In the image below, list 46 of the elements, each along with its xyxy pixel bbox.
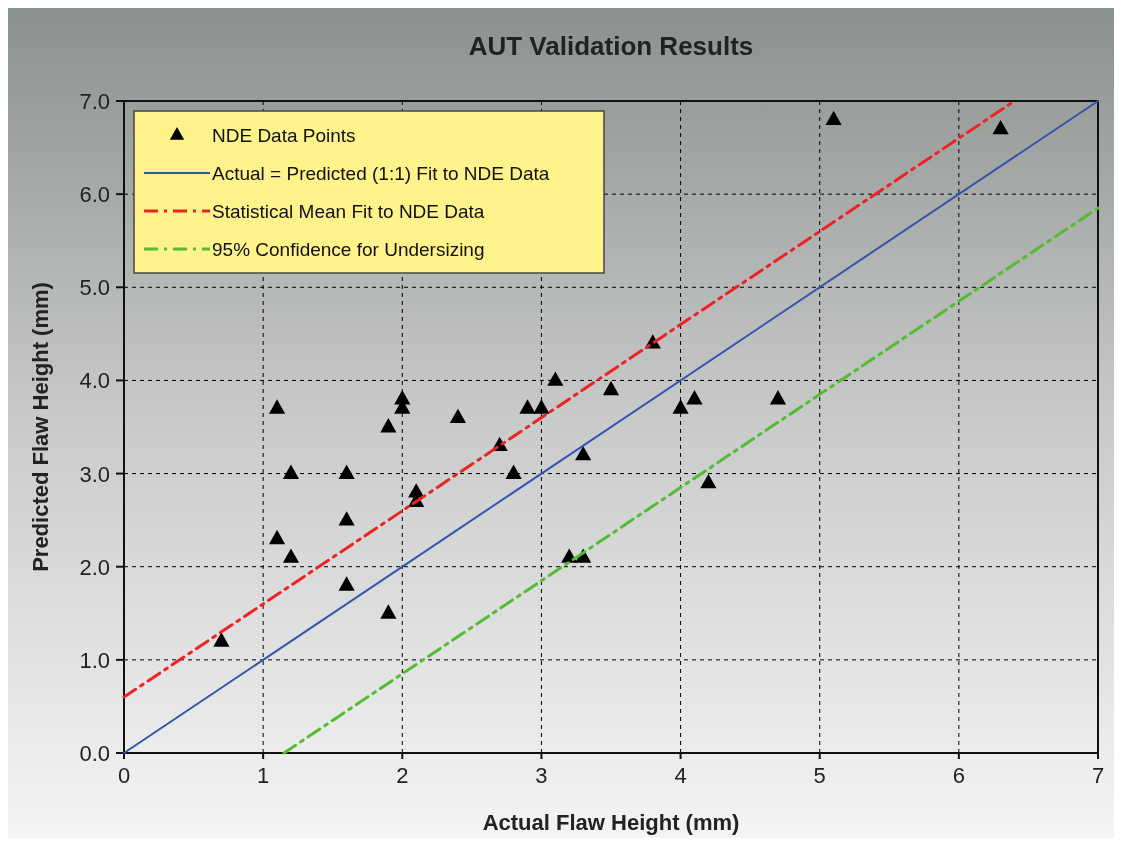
x-tick-label: 7 <box>1091 763 1105 788</box>
x-tick-label: 3 <box>535 763 548 788</box>
point <box>533 399 550 414</box>
point <box>282 464 300 479</box>
point <box>547 371 564 386</box>
point <box>519 399 536 414</box>
y-tick-label: 3.0 <box>79 461 110 487</box>
point <box>700 473 717 489</box>
point <box>213 632 230 647</box>
point <box>380 604 397 619</box>
x-tick-label: 5 <box>813 763 826 788</box>
x-tick-label: 4 <box>674 763 687 788</box>
y-tick-label: 2.0 <box>79 554 110 580</box>
legend-label: NDE Data Points <box>212 125 356 146</box>
x-tick-label: 1 <box>257 763 270 788</box>
point <box>338 464 355 479</box>
x-tick-label: 2 <box>396 763 409 788</box>
point <box>338 511 355 526</box>
y-axis-title: Predicted Flaw Height (mm) <box>28 282 53 572</box>
point <box>380 418 397 433</box>
x-tick-label: 0 <box>117 763 131 788</box>
legend-label: 95% Confidence for Undersizing <box>212 239 485 260</box>
point <box>992 119 1009 135</box>
y-tick-label: 5.0 <box>79 275 110 301</box>
point <box>282 548 300 563</box>
point <box>338 576 355 591</box>
chart-title: AUT Validation Results <box>468 31 754 61</box>
y-tick-label: 6.0 <box>79 182 110 208</box>
point <box>602 380 620 396</box>
point <box>686 390 703 405</box>
point <box>575 445 592 461</box>
point <box>449 408 467 424</box>
point <box>672 399 689 414</box>
legend-label: Statistical Mean Fit to NDE Data <box>212 201 485 222</box>
x-tick-label: 6 <box>952 763 965 788</box>
y-tick-label: 7.0 <box>79 89 110 114</box>
point <box>769 390 787 405</box>
point <box>268 399 286 414</box>
legend-label: Actual = Predicted (1:1) Fit to NDE Data <box>212 163 550 184</box>
point <box>825 110 842 126</box>
point <box>268 529 286 545</box>
y-tick-label: 0.0 <box>79 741 110 766</box>
point <box>505 464 522 479</box>
x-axis-title: Actual Flaw Height (mm) <box>482 810 740 835</box>
y-tick-label: 1.0 <box>79 647 110 673</box>
y-tick-label: 4.0 <box>79 368 110 394</box>
